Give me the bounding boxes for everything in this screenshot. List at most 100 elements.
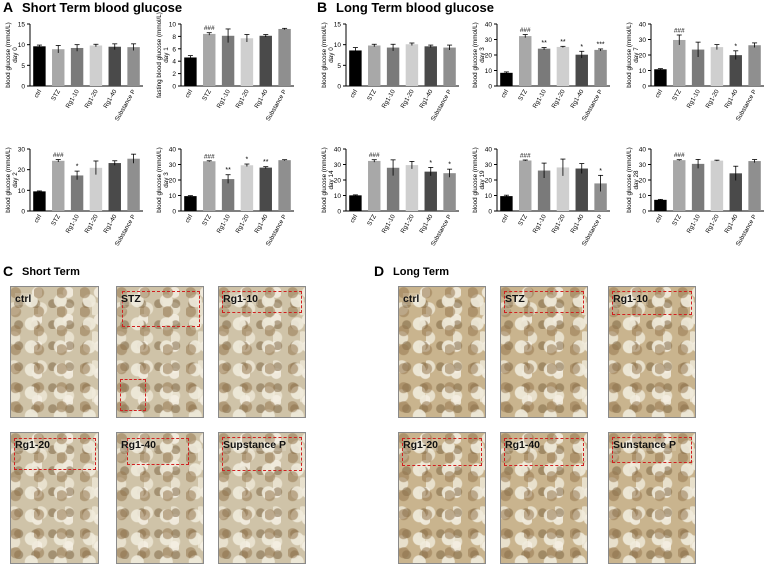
bar xyxy=(654,199,667,211)
bar xyxy=(710,160,724,211)
x-tick-label: Rg1-10 xyxy=(686,213,702,235)
roi-box xyxy=(222,291,302,313)
x-tick-label: Rg1-20 xyxy=(399,88,415,110)
y-axis-sublabel: day 0 xyxy=(12,47,19,63)
y-tick-label: 30 xyxy=(169,162,177,169)
roi-box xyxy=(612,291,692,315)
x-tick-label: Rg1-10 xyxy=(216,88,232,110)
x-tick-label: STZ xyxy=(201,88,213,102)
panel-letter-d: D xyxy=(374,263,385,279)
photo-label: Rg1-40 xyxy=(505,439,541,451)
bar-chart-5: 0 10 20 30 40 blood glucose (mmol/L) day 7 ctrl… xyxy=(626,22,764,122)
significance-label: ### xyxy=(520,153,531,160)
bar xyxy=(748,161,761,211)
significance-label: ### xyxy=(674,152,685,159)
bar-chart-8: 0 10 20 30 40 blood glucose (mmol/L) day 14 ctr… xyxy=(321,147,459,247)
x-tick-label: ctrl xyxy=(654,89,664,100)
y-axis-label: blood glucose (mmol/L) xyxy=(156,147,163,212)
bar xyxy=(691,49,705,86)
y-tick-label: 0 xyxy=(642,84,646,91)
bar xyxy=(556,46,570,86)
y-tick-label: 0 xyxy=(488,209,492,216)
x-tick-label: STZ xyxy=(50,213,62,227)
roi-box xyxy=(14,438,96,470)
x-tick-label: STZ xyxy=(366,213,378,227)
y-axis-label: blood glucose (mmol/L) xyxy=(626,147,633,212)
y-tick-label: 20 xyxy=(485,178,493,185)
panel-letter-a: A xyxy=(3,0,14,15)
bar xyxy=(594,49,607,86)
bar xyxy=(368,160,381,211)
bar xyxy=(108,46,121,86)
x-tick-label: Rg1-10 xyxy=(532,213,548,235)
bar xyxy=(405,165,419,211)
bar xyxy=(386,47,400,86)
photo-label: Supstance P xyxy=(223,439,287,451)
x-tick-label: STZ xyxy=(517,88,529,102)
significance-label: ** xyxy=(560,39,566,46)
significance-label: ### xyxy=(520,27,531,34)
panel-letter-c: C xyxy=(3,263,14,279)
bar xyxy=(500,72,513,86)
bar xyxy=(424,171,437,211)
significance-label: * xyxy=(76,164,79,171)
bar xyxy=(221,35,235,86)
bar-chart-9: 0 10 20 30 40 blood glucose (mmol/L) day 19 ctr… xyxy=(472,147,610,247)
x-tick-label: Rg1-20 xyxy=(704,88,720,110)
y-axis-sublabel: day 3 xyxy=(479,47,486,63)
y-axis-label: blood glucose (mmol/L) xyxy=(626,22,633,87)
bar xyxy=(203,33,216,86)
y-axis-label: blood glucose (mmol/L) xyxy=(472,22,479,87)
y-tick-label: 0 xyxy=(21,84,25,91)
y-axis-sublabel: day 0 xyxy=(328,47,335,63)
significance-label: * xyxy=(246,157,249,164)
y-tick-label: 30 xyxy=(485,162,493,169)
photo-label: ctrl xyxy=(15,293,32,305)
bar xyxy=(537,170,551,211)
bar xyxy=(673,39,686,86)
y-axis-sublabel: day 2 xyxy=(12,172,19,188)
x-tick-label: Rg1-40 xyxy=(102,213,118,235)
y-tick-label: 10 xyxy=(639,193,647,200)
panel-b-title: Long Term blood glucose xyxy=(336,0,494,15)
bar-chart-10: 0 10 20 30 40 blood glucose (mmol/L) day 28 ctr… xyxy=(626,147,764,247)
bar xyxy=(405,44,419,86)
y-tick-label: 20 xyxy=(485,53,493,60)
panel-c-title: Short Term xyxy=(22,266,80,278)
bar-chart-3: 0 5 10 15 blood glucose (mmol/L) day 0 ctrl STZ… xyxy=(321,22,459,122)
x-tick-label: Rg1-20 xyxy=(399,213,415,235)
bar-chart-6: 0 10 20 30 blood glucose (mmol/L) day 2 ctrl ##… xyxy=(5,147,143,247)
bar xyxy=(184,196,197,211)
y-tick-label: 10 xyxy=(334,42,342,49)
bar xyxy=(52,160,65,211)
y-tick-label: 10 xyxy=(169,22,177,29)
bar xyxy=(89,45,103,86)
y-tick-label: 30 xyxy=(639,37,647,44)
y-axis-label: blood glucose (mmol/L) xyxy=(5,147,12,212)
bar xyxy=(575,168,588,211)
x-tick-label: Rg1-20 xyxy=(83,88,99,110)
y-tick-label: 30 xyxy=(485,37,493,44)
y-tick-label: 15 xyxy=(334,22,342,29)
significance-label: ** xyxy=(541,40,547,47)
x-tick-label: ctrl xyxy=(184,89,194,100)
y-tick-label: 10 xyxy=(639,68,647,75)
bar xyxy=(424,46,437,86)
x-tick-label: Rg1-10 xyxy=(65,213,81,235)
bar xyxy=(575,54,588,86)
x-tick-label: ctrl xyxy=(184,214,194,225)
roi-box xyxy=(127,438,189,465)
bar xyxy=(52,49,65,86)
photo-long-ctrl: ctrl xyxy=(398,286,486,418)
y-tick-label: 40 xyxy=(639,22,647,29)
bar xyxy=(33,191,46,211)
x-tick-label: Rg1-20 xyxy=(234,213,250,235)
y-tick-label: 0 xyxy=(172,84,176,91)
y-tick-label: 10 xyxy=(18,188,26,195)
significance-label: ### xyxy=(204,25,215,32)
panel-letter-b: B xyxy=(317,0,328,15)
x-tick-label: ctrl xyxy=(500,89,510,100)
bar-chart-2: 0 2 4 6 8 10 fasting blood glucose (mmol/L) day… xyxy=(156,12,294,122)
roi-box xyxy=(402,438,482,466)
y-axis-sublabel: day 19 xyxy=(479,170,486,189)
